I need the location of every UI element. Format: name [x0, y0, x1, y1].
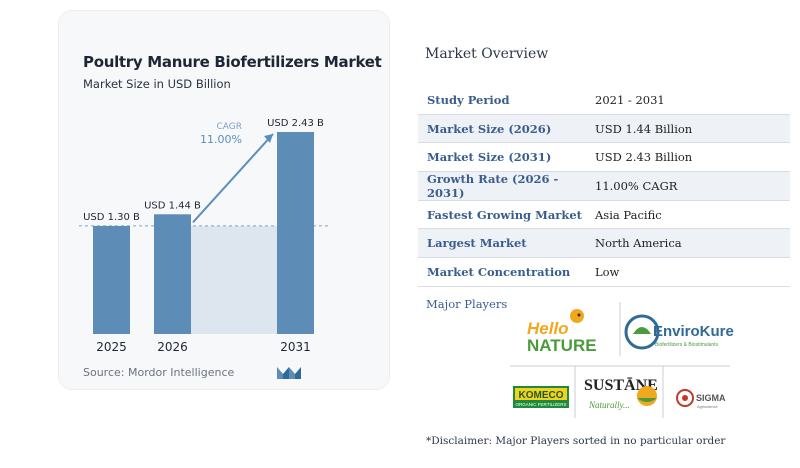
- mordor-intelligence-logo: [277, 367, 301, 379]
- row-key: Largest Market: [427, 236, 527, 251]
- row-key: Study Period: [427, 92, 510, 107]
- source-note: Source: Mordor Intelligence: [83, 366, 235, 379]
- row-value: USD 2.43 Billion: [595, 150, 693, 165]
- x-tick-2031: 2031: [280, 340, 311, 354]
- x-tick-2026: 2026: [157, 340, 188, 354]
- sustane-logo: SUSTĀNE Naturally...: [584, 376, 658, 410]
- cagr-arrow: [192, 133, 274, 223]
- svg-text:NATURE: NATURE: [527, 336, 597, 355]
- chart-card: Poultry Manure Biofertilizers Market Mar…: [58, 10, 390, 390]
- row-key: Growth Rate (2026 - 2031): [427, 171, 559, 200]
- hello-nature-logo: Hello NATURE: [527, 309, 597, 355]
- row-value: Low: [595, 264, 620, 279]
- svg-text:Agriscience: Agriscience: [697, 404, 718, 409]
- svg-text:EnviroKure: EnviroKure: [653, 323, 734, 340]
- row-value: North America: [595, 236, 682, 251]
- row-value: 11.00% CAGR: [595, 178, 678, 193]
- row-key: Market Concentration: [427, 264, 571, 279]
- sigma-logo: SIGMA Agriscience: [676, 389, 726, 409]
- row-key: Market Size (2026): [427, 121, 552, 136]
- bar-2026: [154, 214, 191, 334]
- cagr-arrowhead: [264, 134, 273, 143]
- svg-text:ORGANIC FERTILIZERS: ORGANIC FERTILIZERS: [516, 402, 567, 407]
- cagr-label: CAGR: [216, 122, 242, 132]
- disclaimer: *Disclaimer: Major Players sorted in no …: [426, 435, 726, 447]
- svg-text:SUSTĀNE: SUSTĀNE: [584, 376, 658, 394]
- svg-text:KOMECO: KOMECO: [519, 390, 564, 401]
- table-row: Market Concentration Low: [418, 258, 790, 287]
- bar-2025: [93, 225, 130, 334]
- major-players-title: Major Players: [426, 297, 508, 311]
- data-label-2025: USD 1.30 B: [83, 212, 140, 223]
- row-value: USD 1.44 Billion: [595, 121, 693, 136]
- table-row: Fastest Growing Market Asia Pacific: [418, 201, 790, 230]
- komeco-logo: KOMECO ORGANIC FERTILIZERS: [513, 386, 569, 408]
- bar-chart: USD 1.30 B 2025 USD 1.44 B 2026 USD 2.43 B 20…: [79, 118, 331, 354]
- row-key: Fastest Growing Market: [427, 207, 582, 222]
- row-key: Market Size (2031): [427, 150, 552, 165]
- table-row: Largest Market North America: [418, 229, 790, 259]
- data-label-2026: USD 1.44 B: [144, 200, 201, 211]
- overview-table: Study Period 2021 - 2031 Market Size (202…: [418, 86, 790, 287]
- envirokure-logo: EnviroKure Biofertilizers & Biostimulant…: [624, 314, 734, 350]
- table-row: Market Size (2031) USD 2.43 Billion: [418, 143, 790, 173]
- row-value: 2021 - 2031: [595, 92, 665, 107]
- chart-title: Poultry Manure Biofertilizers Market: [83, 53, 382, 71]
- x-tick-2025: 2025: [96, 340, 127, 354]
- bar-2031: [277, 132, 314, 334]
- major-players-logos: Hello NATURE EnviroKure Biofertilizers &…: [510, 302, 734, 418]
- cagr-value: 11.00%: [200, 133, 242, 146]
- svg-text:Hello: Hello: [527, 319, 569, 338]
- growth-region: [191, 225, 277, 334]
- table-row: Growth Rate (2026 - 2031) 11.00% CAGR: [418, 172, 790, 201]
- svg-text:SIGMA: SIGMA: [696, 393, 726, 403]
- svg-text:Biofertilizers & Biostimulants: Biofertilizers & Biostimulants: [655, 342, 719, 348]
- table-row: Market Size (2026) USD 1.44 Billion: [418, 114, 790, 144]
- svg-text:Naturally...: Naturally...: [588, 400, 630, 410]
- table-row: Study Period 2021 - 2031: [418, 86, 790, 115]
- row-value: Asia Pacific: [595, 207, 662, 222]
- chart-subtitle: Market Size in USD Billion: [83, 77, 231, 91]
- data-label-2031: USD 2.43 B: [267, 118, 324, 129]
- market-overview-title: Market Overview: [425, 46, 549, 62]
